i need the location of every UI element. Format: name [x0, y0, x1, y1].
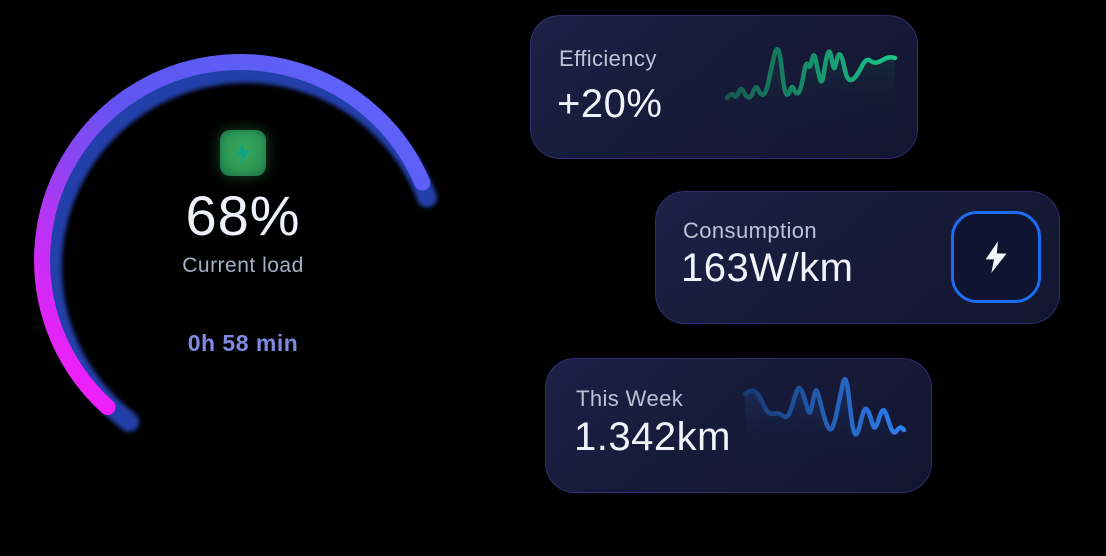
this-week-value: 1.342km: [574, 415, 731, 459]
current-load-value: 68%: [185, 184, 301, 247]
efficiency-card[interactable]: Efficiency +20%: [530, 15, 918, 159]
efficiency-label: Efficiency: [559, 46, 657, 71]
load-gauge-arc: [34, 54, 438, 432]
consumption-label: Consumption: [683, 218, 818, 243]
consumption-card[interactable]: Consumption 163W/km: [655, 191, 1060, 324]
current-load-caption: Current load: [182, 254, 304, 277]
lightning-bolt-icon: [985, 241, 1007, 273]
this-week-label: This Week: [576, 386, 684, 411]
charge-mode-button[interactable]: [951, 211, 1041, 303]
time-remaining: 0h 58 min: [187, 330, 299, 356]
efficiency-value: +20%: [557, 82, 663, 126]
gauge-arc-progress: [34, 54, 431, 416]
charging-bolt-icon: [220, 130, 266, 176]
this-week-card[interactable]: This Week 1.342km: [545, 358, 932, 493]
consumption-value: 163W/km: [681, 246, 854, 290]
gauge-center: 68% Current load 0h 58 min: [123, 130, 363, 357]
